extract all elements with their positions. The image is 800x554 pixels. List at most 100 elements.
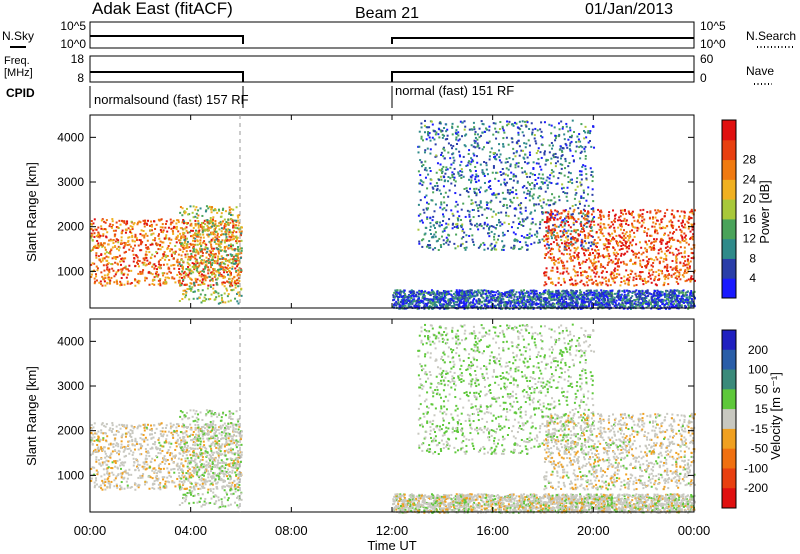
power-pixel xyxy=(447,180,450,183)
power-pixel xyxy=(185,246,188,249)
power-pixel xyxy=(540,181,543,184)
power-pixel xyxy=(652,265,655,268)
power-pixel xyxy=(199,239,202,242)
power-pixel xyxy=(401,307,404,310)
nsearch-tick-low: 10^0 xyxy=(700,37,726,51)
power-pixel xyxy=(188,298,191,301)
power-pixel xyxy=(169,242,172,245)
power-pixel xyxy=(476,142,479,145)
power-pixel xyxy=(145,250,148,253)
power-pixel xyxy=(583,284,586,287)
power-pixel xyxy=(541,238,544,241)
power-pixel xyxy=(512,247,515,250)
power-pixel xyxy=(551,212,554,215)
power-pixel xyxy=(594,249,597,252)
power-pixel xyxy=(238,230,241,233)
power-pixel xyxy=(134,284,137,287)
power-pixel xyxy=(95,252,98,255)
power-pixel xyxy=(446,128,449,131)
power-pixel xyxy=(547,289,550,292)
power-pixel xyxy=(589,132,592,135)
power-pixel xyxy=(680,291,683,294)
power-pixel xyxy=(235,271,238,274)
power-pixel xyxy=(632,216,635,219)
power-pixel xyxy=(213,275,216,278)
power-pixel xyxy=(523,120,526,123)
power-pixel xyxy=(533,134,536,137)
power-pixel xyxy=(516,240,519,243)
power-pixel xyxy=(429,244,432,247)
power-pixel xyxy=(687,262,690,265)
power-pixel xyxy=(506,174,509,177)
power-pixel xyxy=(184,253,187,256)
power-pixel xyxy=(654,222,657,225)
power-pixel xyxy=(236,248,239,251)
power-pixel xyxy=(497,193,500,196)
power-pixel xyxy=(393,291,396,294)
power-pixel xyxy=(206,233,209,236)
power-pixel xyxy=(495,248,498,251)
power-pixel xyxy=(197,230,200,233)
power-pixel xyxy=(115,221,118,224)
power-pixel xyxy=(525,236,528,239)
power-pixel xyxy=(470,160,473,163)
power-pixel xyxy=(617,244,620,247)
power-pixel xyxy=(565,289,568,292)
power-pixel xyxy=(634,272,637,275)
power-pixel xyxy=(488,125,491,128)
power-pixel xyxy=(543,150,546,153)
power-pixel xyxy=(209,255,212,258)
power-pixel xyxy=(108,281,111,284)
power-pixel xyxy=(650,293,653,296)
power-pixel xyxy=(612,277,615,280)
power-pixel xyxy=(204,248,207,251)
power-pixel xyxy=(576,229,579,232)
power-pixel xyxy=(513,239,516,242)
power-pixel xyxy=(636,220,639,223)
power-pixel xyxy=(547,276,550,279)
power-pixel xyxy=(125,223,128,226)
power-pixel xyxy=(683,214,686,217)
power-pixel xyxy=(139,270,142,273)
power-pixel xyxy=(120,258,123,261)
power-pixel xyxy=(637,219,640,222)
power-pixel xyxy=(605,248,608,251)
power-pixel xyxy=(682,226,685,229)
power-pixel xyxy=(445,130,448,133)
power-pixel xyxy=(639,290,642,293)
power-pixel xyxy=(626,277,629,280)
power-pixel xyxy=(640,297,643,300)
power-pixel xyxy=(607,242,610,245)
power-pixel xyxy=(190,282,193,285)
power-pixel xyxy=(494,152,497,155)
power-pixel xyxy=(451,122,454,125)
power-pixel xyxy=(676,210,679,213)
power-pixel xyxy=(181,298,184,301)
power-pixel xyxy=(624,236,627,239)
power-pixel xyxy=(159,284,162,287)
power-pixel xyxy=(594,265,597,268)
power-pixel xyxy=(604,255,607,258)
power-pixel xyxy=(576,258,579,261)
power-pixel xyxy=(595,267,598,270)
power-pixel xyxy=(98,258,101,261)
power-pixel xyxy=(198,256,201,259)
power-pixel xyxy=(583,248,586,251)
power-pixel xyxy=(593,266,596,269)
power-pixel xyxy=(237,273,240,276)
power-pixel xyxy=(159,282,162,285)
power-pixel xyxy=(586,212,589,215)
power-pixel xyxy=(658,223,661,226)
power-pixel xyxy=(230,280,233,283)
power-pixel xyxy=(186,261,189,264)
power-pixel xyxy=(556,213,559,216)
power-pixel xyxy=(562,267,565,270)
power-pixel xyxy=(447,243,450,246)
power-pixel xyxy=(563,264,566,267)
power-pixel xyxy=(129,245,132,248)
power-pixel xyxy=(430,236,433,239)
power-pixel xyxy=(475,173,478,176)
power-pixel xyxy=(560,149,563,152)
power-pixel xyxy=(142,219,145,222)
power-pixel xyxy=(591,235,594,238)
